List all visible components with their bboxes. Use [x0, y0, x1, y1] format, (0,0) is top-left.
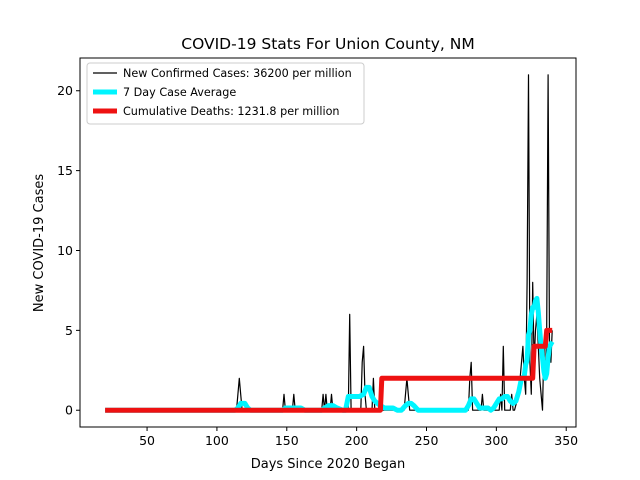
y-tick-label: 15 [57, 163, 73, 178]
x-axis-label: Days Since 2020 Began [251, 457, 406, 472]
chart-title: COVID-19 Stats For Union County, NM [181, 35, 474, 53]
legend-box [86, 62, 365, 125]
legend: New Confirmed Cases: 36200 per million 7 … [86, 62, 365, 125]
y-tick-label: 5 [65, 323, 73, 338]
y-tick-label: 10 [57, 243, 73, 258]
y-tick-label: 0 [65, 403, 73, 418]
axes-frame [79, 57, 577, 428]
legend-label: Cumulative Deaths: 1231.8 per million [123, 105, 340, 118]
x-tick-label: 100 [205, 433, 229, 448]
series-group [105, 74, 555, 413]
series-line-cumulative-deaths [105, 327, 553, 413]
legend-label: New Confirmed Cases: 36200 per million [123, 67, 352, 80]
x-tick-label: 50 [139, 433, 155, 448]
y-axis-label: New COVID-19 Cases [32, 174, 47, 312]
plot-area: 50 100 150 200 250 300 350 0 5 10 15 20 [57, 57, 578, 448]
x-tick-label: 250 [415, 433, 439, 448]
y-tick-label: 20 [57, 83, 73, 98]
x-tick-label: 300 [484, 433, 508, 448]
legend-label: 7 Day Case Average [123, 86, 236, 99]
x-tick-label: 150 [275, 433, 299, 448]
x-tick-label: 350 [554, 433, 578, 448]
x-tick-label: 200 [345, 433, 369, 448]
